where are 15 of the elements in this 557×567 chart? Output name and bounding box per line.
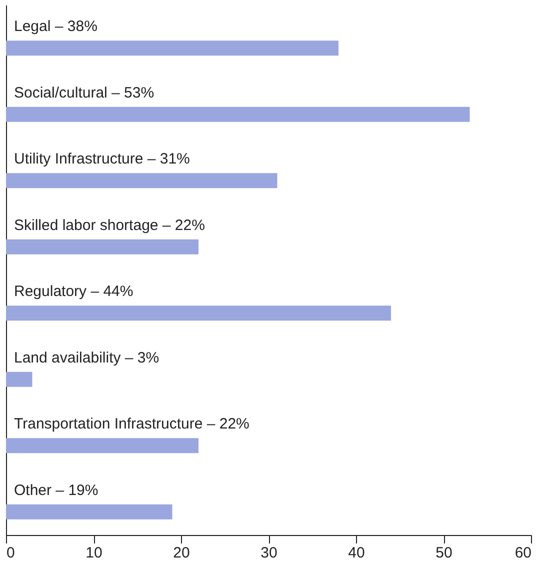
x-tick-label: 20 (173, 544, 190, 562)
y-tick-label: Land availability – 3% (14, 349, 160, 366)
y-tick-label: Social/cultural – 53% (14, 84, 154, 102)
x-tick-label: 0 (6, 544, 15, 562)
x-tick-label: 10 (86, 544, 102, 562)
y-tick-label: Other – 19% (14, 482, 98, 499)
y-tick-label: Legal – 38% (14, 18, 98, 36)
x-tick-label: 50 (436, 544, 452, 562)
y-tick-label: Regulatory – 44% (14, 283, 134, 300)
y-tick-label: Utility Infrastructure – 31% (14, 150, 190, 168)
y-tick-label: Skilled labor shortage – 22% (14, 216, 205, 234)
x-tick-label: 60 (514, 544, 532, 562)
x-tick-label: 40 (348, 544, 365, 562)
x-tick-label: 30 (260, 544, 278, 562)
y-tick-label: Transportation Infrastructure – 22% (14, 416, 250, 433)
